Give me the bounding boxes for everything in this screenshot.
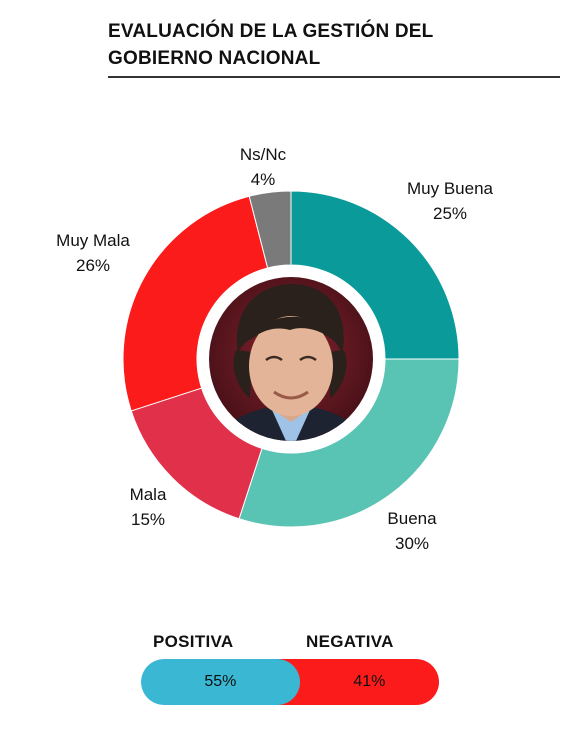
- slice-label-2: Mala: [130, 485, 167, 504]
- summary-labels: POSITIVA NEGATIVA: [0, 632, 581, 656]
- positive-negative-bar: 55% 41%: [141, 659, 439, 705]
- slice-label-4: Ns/Nc: [240, 145, 287, 164]
- positive-value: 55%: [204, 673, 237, 690]
- slice-value-label-1: 30%: [395, 534, 429, 553]
- chart-title: EVALUACIÓN DE LA GESTIÓN DEL GOBIERNO NA…: [108, 18, 568, 72]
- title-divider: [108, 76, 560, 78]
- slice-value-label-3: 26%: [76, 256, 110, 275]
- slice-label-0: Muy Buena: [407, 179, 494, 198]
- positive-bar-segment: 55%: [141, 659, 300, 705]
- slice-label-3: Muy Mala: [56, 231, 130, 250]
- positive-label: POSITIVA: [153, 632, 234, 651]
- negative-value: 41%: [353, 673, 386, 690]
- slice-value-label-4: 4%: [251, 170, 276, 189]
- chart-title-line-2: GOBIERNO NACIONAL: [108, 48, 321, 69]
- slice-label-1: Buena: [387, 509, 437, 528]
- slice-value-label-2: 15%: [131, 510, 165, 529]
- chart-title-line-1: EVALUACIÓN DE LA GESTIÓN DEL: [108, 21, 434, 42]
- negative-label: NEGATIVA: [306, 632, 394, 651]
- donut-chart: Muy Buena 25% Buena 30% Mala 15% Muy Mala 26% Ns…: [56, 145, 494, 553]
- slice-value-label-0: 25%: [433, 204, 467, 223]
- negative-bar-segment: 41%: [276, 659, 439, 705]
